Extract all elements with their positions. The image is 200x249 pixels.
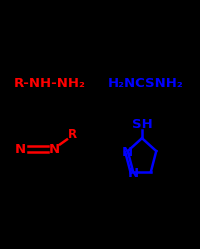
Text: N: N xyxy=(128,167,139,180)
Text: R: R xyxy=(67,128,77,141)
Text: N: N xyxy=(14,143,26,156)
Text: H₂NCSNH₂: H₂NCSNH₂ xyxy=(108,77,184,90)
Text: N: N xyxy=(122,146,133,159)
Text: SH: SH xyxy=(132,118,152,131)
Text: R-NH-NH₂: R-NH-NH₂ xyxy=(14,77,86,90)
Text: N: N xyxy=(48,143,60,156)
